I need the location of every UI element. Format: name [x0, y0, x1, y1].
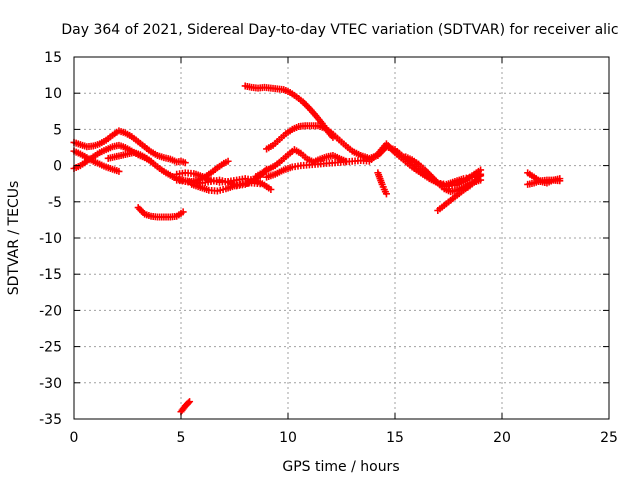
- y-tick-label: 15: [44, 50, 62, 66]
- series-arc-18: [524, 169, 564, 187]
- x-tick-label: 20: [493, 430, 511, 446]
- y-tick-label: -30: [39, 376, 62, 392]
- x-axis-label: GPS time / hours: [282, 459, 399, 475]
- series-arc-11: [252, 146, 350, 180]
- series-arc-8: [188, 179, 264, 195]
- y-tick-label: -5: [48, 195, 62, 211]
- chart-title: Day 364 of 2021, Sidereal Day-to-day VTE…: [61, 22, 618, 38]
- data-point: [267, 185, 275, 193]
- y-tick-label: 0: [53, 159, 62, 175]
- x-tick-label: 5: [177, 430, 186, 446]
- series-arc-14: [374, 169, 390, 198]
- data-point: [382, 190, 390, 198]
- data-series: [70, 82, 564, 416]
- series-arc-13: [263, 140, 485, 188]
- data-point: [115, 167, 123, 175]
- x-tick-label: 25: [600, 430, 618, 446]
- series-arc-9: [177, 398, 194, 416]
- y-tick-label: -15: [39, 267, 62, 283]
- grid-lines: [74, 57, 609, 419]
- y-tick-label: -20: [39, 303, 62, 319]
- series-arc-3: [70, 147, 123, 175]
- data-point: [556, 175, 564, 183]
- axis-ticks: 0 5 10 15 20 25 15 10 5 0 -5 -10 -15 -20 -25 -30 -35: [39, 50, 618, 446]
- data-point: [184, 399, 192, 407]
- y-tick-label: 5: [53, 122, 62, 138]
- series-arc-1: [70, 127, 189, 167]
- data-point: [477, 170, 485, 178]
- data-point: [181, 159, 189, 167]
- data-point: [179, 208, 187, 216]
- x-tick-label: 10: [279, 430, 297, 446]
- x-tick-label: 15: [386, 430, 404, 446]
- data-point: [256, 180, 264, 188]
- series-arc-16: [434, 170, 485, 214]
- y-tick-label: 10: [44, 86, 62, 102]
- y-axis-label: SDTVAR / TECUs: [6, 181, 22, 296]
- y-tick-label: -10: [39, 231, 62, 247]
- x-tick-label: 0: [70, 430, 79, 446]
- y-tick-label: -35: [39, 412, 62, 428]
- y-tick-label: -25: [39, 340, 62, 356]
- series-arc-5: [134, 204, 187, 221]
- data-point: [186, 398, 194, 406]
- data-point: [224, 157, 232, 165]
